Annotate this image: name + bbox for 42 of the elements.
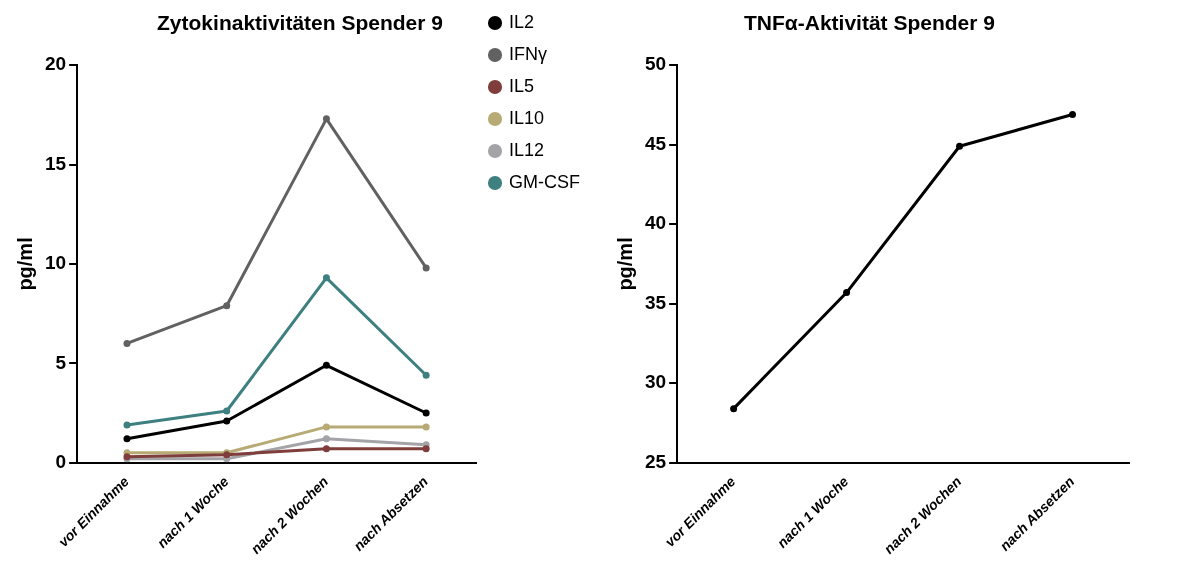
legend-label: IL5: [509, 75, 535, 96]
y-tick-label: 30: [644, 371, 667, 393]
chart-title: TNFα-Aktivität Spender 9: [744, 11, 995, 35]
y-tick-label: 40: [644, 212, 667, 234]
point: [322, 115, 330, 123]
y-tick-label: 5: [55, 351, 67, 373]
legend-label: IL12: [509, 139, 545, 160]
point: [422, 264, 430, 272]
y-axis-title: pg/ml: [613, 237, 636, 291]
legend-label: IL2: [509, 11, 535, 32]
point: [322, 445, 330, 453]
point: [223, 302, 231, 310]
point: [422, 409, 430, 417]
point: [322, 435, 330, 443]
point: [123, 339, 131, 347]
point: [123, 421, 131, 429]
point: [843, 289, 851, 297]
y-tick-label: 50: [644, 53, 667, 75]
point: [123, 435, 131, 443]
point: [422, 371, 430, 379]
legend-label: IFNγ: [509, 43, 548, 64]
y-tick-label: 20: [44, 53, 67, 75]
point: [322, 361, 330, 369]
y-tick-label: 45: [644, 132, 667, 154]
point: [223, 407, 231, 415]
y-tick-label: 35: [644, 291, 667, 313]
point: [730, 405, 738, 413]
point: [422, 445, 430, 453]
point: [322, 274, 330, 282]
point: [322, 423, 330, 431]
y-tick-label: 25: [644, 450, 667, 472]
point: [1069, 110, 1077, 118]
y-tick-label: 15: [44, 152, 67, 174]
chart-title: Zytokinaktivitäten Spender 9: [157, 11, 443, 35]
y-tick-label: 0: [55, 450, 67, 472]
point: [223, 417, 231, 425]
y-tick-label: 10: [44, 252, 67, 274]
legend-label: GM-CSF: [509, 171, 581, 192]
y-axis-title: pg/ml: [13, 237, 36, 291]
point: [956, 142, 964, 150]
point: [422, 423, 430, 431]
legend-label: IL10: [509, 107, 545, 128]
